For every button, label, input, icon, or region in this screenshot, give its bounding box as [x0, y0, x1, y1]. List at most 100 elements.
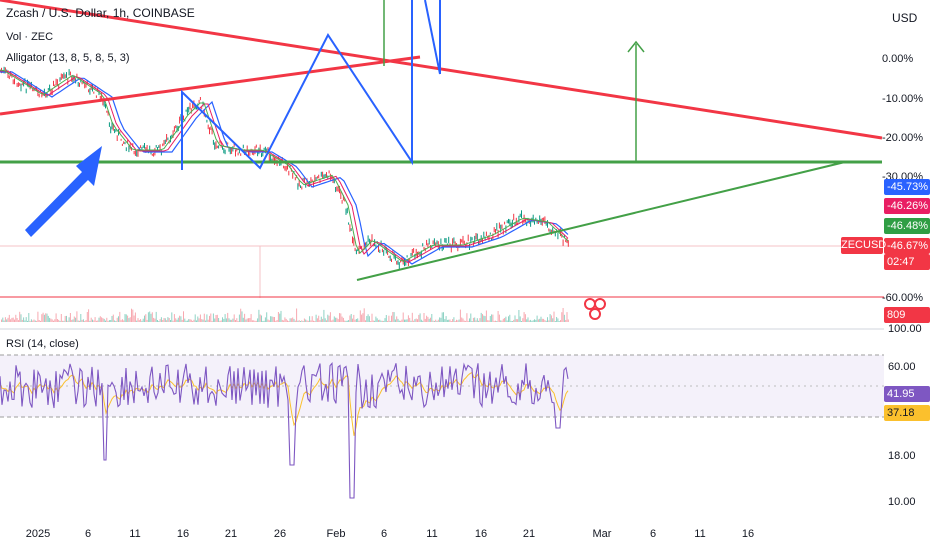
candle	[387, 249, 389, 256]
candle	[341, 200, 343, 204]
volume-indicator-label[interactable]: Vol · ZEC	[6, 31, 54, 43]
volume-bar	[62, 320, 64, 322]
rsi-line	[0, 362, 569, 499]
candle	[519, 213, 521, 217]
candle	[133, 151, 135, 155]
volume-bar	[423, 313, 425, 322]
volume-bar	[314, 321, 316, 322]
volume-bar	[198, 318, 200, 322]
candle	[137, 148, 139, 157]
volume-bar	[332, 319, 334, 322]
volume-bar	[236, 318, 238, 322]
volume-bar	[431, 314, 433, 322]
volume-bar	[46, 313, 48, 322]
time-axis-label: 11	[426, 528, 438, 540]
volume-bar	[394, 319, 396, 322]
blue-projection-path-2[interactable]	[424, 0, 441, 75]
drawings[interactable]	[0, 0, 883, 281]
volume-bar	[212, 313, 214, 322]
volume-bar	[224, 314, 226, 322]
volume-bar	[159, 319, 161, 322]
last-price-tag: -46.67%	[884, 238, 930, 254]
candle	[448, 236, 450, 244]
volume-bar	[435, 319, 437, 322]
volume-bar	[229, 319, 231, 322]
rsi-axis-tick: 100.00	[888, 323, 922, 335]
volume-bar	[181, 319, 183, 322]
candle	[392, 249, 394, 254]
candle	[471, 237, 473, 241]
price-axis-tick: 0.00%	[882, 53, 914, 65]
candle	[428, 238, 430, 245]
volume-bar	[527, 317, 529, 322]
volume-bar	[327, 314, 329, 322]
volume-bar	[289, 318, 291, 322]
volume-bar	[413, 320, 415, 322]
volume-bar	[450, 321, 452, 322]
volume-bar	[545, 320, 547, 322]
candle	[20, 83, 22, 92]
bar-countdown-tag: 02:47	[884, 254, 930, 270]
volume-bar	[482, 314, 483, 322]
currency-label[interactable]: USD	[892, 11, 918, 25]
volume-bar	[210, 313, 212, 322]
teeth-value-tag: -46.26%	[884, 198, 930, 214]
candle	[315, 177, 317, 181]
volume-bar	[379, 319, 381, 322]
candle	[406, 255, 408, 258]
candle	[266, 148, 268, 152]
candle	[530, 220, 532, 227]
candle	[103, 100, 105, 107]
candle	[501, 224, 503, 229]
volume-bar	[147, 312, 149, 322]
candle	[422, 243, 424, 247]
us-flag-icon[interactable]	[589, 308, 601, 320]
volume-bar	[141, 320, 143, 322]
alligator-indicator-label[interactable]: Alligator (13, 8, 5, 8, 5, 3)	[6, 52, 130, 64]
blue-pointer-arrow[interactable]	[25, 146, 102, 237]
candle	[355, 249, 357, 255]
volume-bar	[459, 309, 461, 322]
volume-bar	[293, 318, 295, 322]
volume-bar	[14, 319, 15, 322]
volume-bar	[241, 311, 243, 322]
candle	[210, 126, 212, 130]
volume-bar	[21, 319, 23, 322]
candle	[320, 171, 322, 177]
candle	[562, 239, 564, 246]
blue-projection-path-1[interactable]	[181, 0, 413, 170]
volume-bar	[446, 319, 448, 322]
volume-bar	[483, 315, 485, 322]
candle	[368, 238, 370, 244]
volume-bar	[505, 316, 507, 322]
volume-bar	[225, 318, 227, 322]
volume-bar	[222, 317, 223, 322]
rsi-indicator-label[interactable]: RSI (14, close)	[6, 338, 79, 350]
volume-bar	[345, 320, 347, 322]
candle	[76, 73, 78, 77]
volume-bar	[172, 320, 174, 322]
volume-bar	[475, 320, 477, 322]
us-flag-icon[interactable]	[594, 298, 606, 310]
price-pane	[0, 66, 884, 322]
volume-bar	[456, 319, 457, 322]
candle	[450, 246, 452, 253]
volume-bar	[105, 320, 106, 322]
volume-bar	[287, 320, 288, 322]
candle	[430, 245, 431, 250]
candle	[427, 243, 429, 248]
volume-bar	[328, 315, 330, 322]
candle	[389, 255, 391, 261]
volume-bar	[41, 314, 43, 322]
candle	[55, 78, 57, 86]
volume-bar	[40, 320, 41, 322]
candle	[379, 249, 381, 253]
volume-bar	[388, 315, 390, 322]
candle	[58, 84, 60, 90]
candle	[261, 153, 262, 158]
green-ascending-trendline[interactable]	[356, 161, 846, 281]
volume-bar	[207, 319, 209, 322]
candle	[378, 244, 379, 253]
volume-bar	[124, 314, 126, 322]
